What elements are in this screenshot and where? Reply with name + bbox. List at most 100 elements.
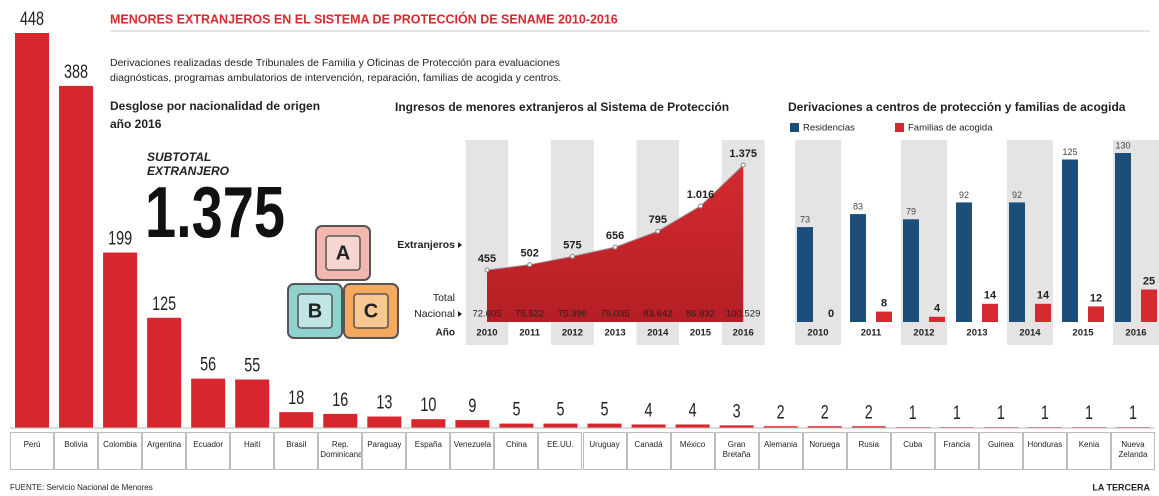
- legend-label: Familias de acogida: [908, 123, 993, 134]
- value-label: 125: [1062, 147, 1077, 157]
- svg-text:C: C: [364, 300, 378, 322]
- bar: [982, 304, 998, 322]
- total-value: 75.522: [515, 309, 544, 320]
- subtotal-title: SUBTOTAL: [147, 150, 211, 164]
- category-label: Bolivia: [54, 432, 98, 470]
- value-label: 1: [1041, 403, 1049, 424]
- value-label: 14: [984, 290, 997, 302]
- subtitle: Derivaciones realizadas desde Tribunales…: [110, 57, 560, 69]
- category-label: Canadá: [627, 432, 671, 470]
- bar: [956, 202, 972, 322]
- bar: [411, 419, 445, 428]
- category-label: Cuba: [891, 432, 935, 470]
- value-label: 130: [1115, 140, 1130, 150]
- value-label: 4: [645, 400, 653, 421]
- category-label: Alemania: [759, 432, 803, 470]
- bar: [367, 417, 401, 428]
- value-label: 388: [64, 62, 88, 83]
- bar: [323, 414, 357, 428]
- category-label: Venezuela: [450, 432, 494, 470]
- value-label: 9: [468, 396, 476, 417]
- value-label: 448: [20, 9, 44, 30]
- value-label: 502: [521, 248, 539, 260]
- value-label: 1: [909, 403, 917, 424]
- bar: [588, 424, 622, 428]
- value-label: 1: [1085, 403, 1093, 424]
- legend-swatch: [790, 123, 799, 132]
- total-value: 75.396: [558, 309, 587, 320]
- total-value: 86.932: [686, 309, 715, 320]
- x-tick-label: 2010: [476, 328, 497, 339]
- x-tick-label: 2015: [690, 328, 712, 339]
- point: [570, 254, 574, 258]
- value-label: 5: [556, 400, 564, 421]
- category-label: Rusia: [847, 432, 891, 470]
- row-label: Nacional: [414, 308, 455, 320]
- value-label: 79: [906, 207, 916, 217]
- value-label: 5: [601, 400, 609, 421]
- x-tick-label: 2011: [861, 328, 882, 339]
- value-label: 92: [959, 190, 969, 200]
- legend-swatch: [895, 123, 904, 132]
- value-label: 12: [1090, 292, 1102, 304]
- point: [528, 263, 532, 267]
- bar: [147, 318, 181, 428]
- value-label: 14: [1037, 290, 1050, 302]
- value-label: 2: [821, 402, 829, 423]
- bar: [1035, 304, 1051, 322]
- bar: [279, 412, 313, 428]
- pointer: [458, 311, 462, 317]
- value-label: 125: [152, 294, 176, 315]
- category-label: España: [406, 432, 450, 470]
- point: [699, 204, 703, 208]
- bar: [499, 424, 533, 428]
- category-label: Honduras: [1023, 432, 1067, 470]
- total-value: 72.605: [472, 309, 501, 320]
- axis-label: Año: [436, 328, 455, 339]
- value-label: 18: [288, 388, 304, 409]
- value-label: 1: [1129, 403, 1137, 424]
- category-label: Paraguay: [362, 432, 406, 470]
- point: [656, 229, 660, 233]
- infographic: 4483881991255655181613109555443222111111…: [0, 0, 1159, 496]
- value-label: 199: [108, 229, 132, 250]
- x-tick-label: 2016: [1125, 328, 1146, 339]
- category-label: Perú: [10, 432, 54, 470]
- x-tick-label: 2016: [733, 328, 754, 339]
- value-label: 575: [563, 239, 581, 251]
- value-label: 56: [200, 355, 216, 376]
- bar: [1009, 202, 1025, 322]
- category-label: Rep. Dominicana: [318, 432, 362, 470]
- source: FUENTE: Servicio Nacional de Menores: [10, 483, 153, 492]
- value-label: 5: [512, 400, 520, 421]
- section-title: Desglose por nacionalidad de origen: [110, 99, 320, 113]
- category-label: Kenia: [1067, 432, 1111, 470]
- bar: [850, 214, 866, 322]
- category-label: Haití: [230, 432, 274, 470]
- category-label: Ecuador: [186, 432, 230, 470]
- brand: LA TERCERA: [1092, 482, 1150, 492]
- bar: [103, 253, 137, 428]
- bar: [632, 424, 666, 428]
- value-label: 10: [420, 395, 436, 416]
- value-label: 656: [606, 230, 624, 242]
- svg-text:A: A: [336, 242, 350, 264]
- pointer: [458, 242, 462, 248]
- value-label: 13: [376, 393, 392, 414]
- x-tick-label: 2012: [913, 328, 934, 339]
- value-label: 1: [953, 403, 961, 424]
- row-label: Total: [433, 292, 455, 304]
- point: [741, 163, 745, 167]
- total-value: 79.035: [601, 309, 630, 320]
- value-label: 55: [244, 356, 260, 377]
- value-label: 16: [332, 390, 348, 411]
- chart: 4483881991255655181613109555443222111111…: [0, 0, 1159, 496]
- section-title: Derivaciones a centros de protección y f…: [788, 100, 1126, 114]
- point: [613, 245, 617, 249]
- bar: [1115, 153, 1131, 322]
- value-label: 0: [828, 308, 834, 320]
- legend-label: Residencias: [803, 123, 855, 134]
- x-tick-label: 2013: [966, 328, 987, 339]
- series-label: Extranjeros: [397, 239, 455, 251]
- bar: [676, 424, 710, 428]
